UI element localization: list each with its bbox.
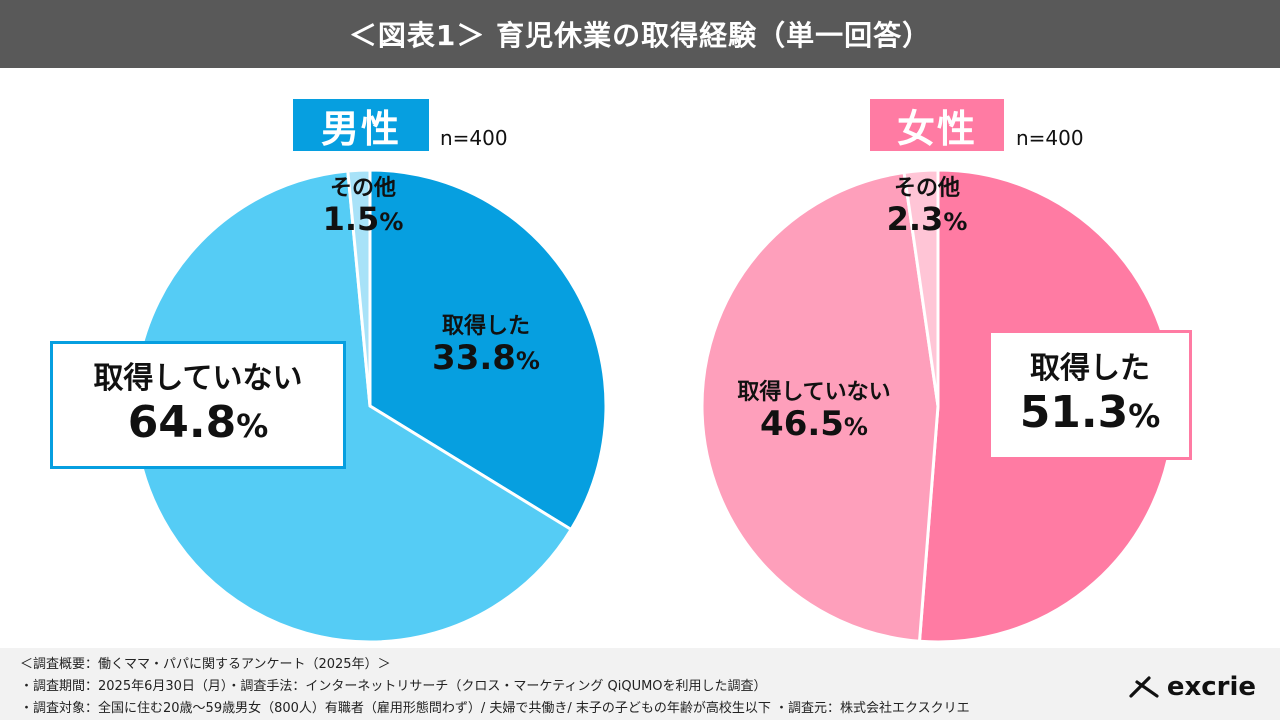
male-not-obtained-box: 取得していない 64.8% [50, 341, 346, 469]
male-obtained-name: 取得した [441, 314, 530, 339]
female-obtained-name: 取得した [1030, 350, 1150, 386]
female-not-obtained-label: 取得していない 46.5% [712, 380, 916, 444]
male-other-value: 1.5 [322, 200, 380, 239]
female-not-obtained-name: 取得していない [737, 380, 891, 405]
male-slice-not-obtained [132, 169, 573, 644]
male-not-obtained-name: 取得していない [93, 360, 303, 396]
female-other-label: その他 2.3% [862, 176, 992, 238]
female-obtained-box: 取得した 51.3% [988, 330, 1192, 460]
footer-line-2: ・調査期間：2025年6月30日（月）・調査手法：インターネットリサーチ（クロス… [20, 679, 767, 694]
male-other-pct: % [379, 208, 404, 237]
male-obtained-pct: % [515, 347, 540, 376]
female-other-pct: % [943, 208, 968, 237]
female-not-obtained-value: 46.5 [760, 404, 844, 445]
female-pie-chart [700, 168, 1176, 644]
page-title: ＜図表1＞ 育児休業の取得経験（単一回答） [0, 0, 1280, 68]
male-n-label: n=400 [440, 126, 508, 150]
male-pie-chart [132, 168, 608, 644]
male-not-obtained-pct: % [236, 406, 269, 445]
excrie-logo: excrie [1127, 672, 1256, 702]
excrie-logo-text: excrie [1166, 672, 1256, 702]
male-obtained-value: 33.8 [432, 338, 516, 379]
footer-line-3: ・調査対象：全国に住む20歳～59歳男女（800人）有職者（雇用形態問わず）/ … [20, 701, 970, 716]
excrie-logo-icon [1129, 676, 1159, 698]
male-not-obtained-value: 64.8 [127, 396, 237, 448]
male-slice-other [346, 168, 372, 408]
female-obtained-pct: % [1128, 396, 1161, 435]
female-n-label: n=400 [1016, 126, 1084, 150]
female-other-value: 2.3 [886, 200, 944, 239]
female-slice-not-obtained [700, 170, 940, 643]
male-other-name: その他 [329, 176, 396, 201]
male-chart-panel: 男性 n=400 その他 1.5% 取得した 33.8% 取得していない 64.… [0, 68, 640, 648]
female-obtained-value: 51.3 [1019, 386, 1129, 438]
male-label: 男性 [293, 99, 429, 151]
male-other-label: その他 1.5% [298, 176, 428, 238]
female-label: 女性 [870, 99, 1004, 151]
female-other-name: その他 [893, 176, 960, 201]
female-not-obtained-pct: % [843, 413, 868, 442]
survey-footer: ＜調査概要：働くママ・パパに関するアンケート（2025年）＞ ・調査期間：202… [0, 648, 1280, 720]
female-chart-panel: 女性 n=400 その他 2.3% 取得していない 46.5% 取得した 51.… [640, 68, 1280, 648]
footer-line-1: ＜調査概要：働くママ・パパに関するアンケート（2025年）＞ [20, 657, 391, 672]
male-obtained-label: 取得した 33.8% [414, 314, 558, 378]
female-slice-other [902, 168, 940, 408]
male-slice-obtained [368, 168, 608, 532]
